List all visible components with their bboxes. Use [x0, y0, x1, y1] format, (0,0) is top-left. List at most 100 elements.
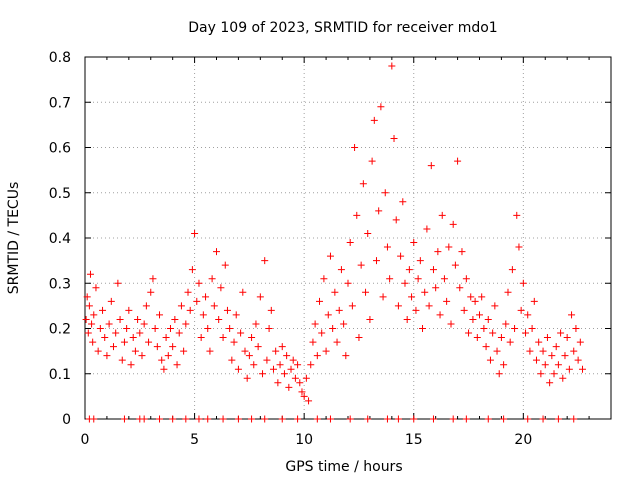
data-point-0-104 [302, 374, 310, 382]
data-point-0-10 [96, 325, 104, 332]
data-point-0-165 [436, 311, 444, 319]
data-point-0-172 [451, 261, 459, 269]
data-point-0-76 [241, 347, 249, 355]
data-point-0-120 [337, 266, 345, 274]
y-tick-label-4: 0.4 [49, 231, 71, 247]
data-point-0-11 [99, 306, 107, 314]
data-point-0-0 [82, 315, 90, 323]
data-point-0-110 [316, 297, 324, 305]
data-point-0-193 [497, 334, 505, 342]
data-point-0-206 [526, 347, 534, 355]
data-point-1-27 [500, 415, 508, 423]
data-point-0-97 [287, 365, 295, 373]
data-point-1-16 [313, 415, 321, 423]
data-point-0-219 [554, 361, 562, 369]
data-point-0-44 [171, 315, 179, 323]
data-point-0-43 [169, 343, 177, 351]
data-point-0-78 [245, 352, 253, 360]
data-point-0-90 [272, 347, 280, 355]
data-point-0-148 [399, 198, 407, 206]
data-point-0-22 [123, 325, 131, 332]
data-point-0-132 [364, 229, 372, 237]
data-point-0-60 [206, 347, 214, 355]
data-point-0-45 [173, 361, 181, 369]
data-point-1-21 [394, 415, 402, 423]
data-point-0-204 [522, 329, 530, 337]
data-point-0-151 [405, 266, 413, 274]
y-tick-label-3: 0.3 [49, 276, 71, 292]
data-point-0-221 [559, 374, 567, 382]
data-point-0-202 [517, 306, 525, 314]
data-point-0-230 [579, 365, 587, 373]
data-point-0-82 [254, 343, 262, 351]
data-point-0-226 [570, 347, 578, 355]
data-point-0-53 [191, 229, 199, 237]
data-point-0-135 [370, 116, 378, 124]
data-point-0-84 [259, 370, 267, 378]
data-point-0-101 [296, 379, 304, 387]
data-point-1-30 [554, 415, 562, 423]
x-tick-label-2: 10 [295, 432, 313, 448]
data-point-0-18 [114, 279, 122, 287]
data-point-0-190 [491, 302, 499, 310]
data-point-0-3 [85, 302, 93, 310]
data-point-1-18 [346, 415, 354, 423]
data-point-1-1 [90, 415, 98, 423]
data-point-0-203 [519, 279, 527, 287]
data-point-0-127 [353, 211, 361, 219]
data-point-0-16 [109, 343, 117, 351]
data-point-0-79 [248, 334, 256, 342]
data-point-0-225 [568, 311, 576, 319]
data-point-0-17 [112, 329, 120, 337]
data-point-0-170 [447, 320, 455, 328]
data-point-1-26 [484, 415, 492, 423]
data-point-0-69 [226, 325, 234, 332]
data-point-0-181 [471, 297, 479, 305]
data-point-0-102 [298, 388, 306, 396]
data-point-0-209 [532, 356, 540, 364]
data-point-0-6 [89, 338, 97, 346]
data-point-0-128 [355, 334, 363, 342]
data-points [82, 62, 587, 423]
data-point-0-4 [86, 270, 94, 278]
data-point-0-94 [280, 370, 288, 378]
x-tick-labels: 0 5 10 15 20 [81, 432, 533, 448]
data-point-0-195 [502, 320, 510, 328]
data-point-0-23 [125, 306, 133, 314]
data-point-0-91 [274, 379, 282, 387]
data-point-0-129 [357, 261, 365, 269]
data-point-0-174 [456, 284, 464, 292]
data-point-0-131 [362, 288, 370, 296]
data-point-0-14 [105, 320, 113, 328]
data-point-0-24 [127, 361, 135, 369]
data-point-0-168 [443, 297, 451, 305]
data-point-0-74 [237, 329, 245, 337]
data-point-0-192 [495, 370, 503, 378]
data-point-0-28 [136, 329, 144, 337]
data-point-0-99 [291, 374, 299, 382]
data-point-0-56 [197, 334, 205, 342]
data-point-0-213 [541, 361, 549, 369]
data-point-0-145 [392, 216, 400, 224]
data-point-0-163 [432, 284, 440, 292]
data-point-0-183 [476, 311, 483, 319]
data-point-0-164 [434, 248, 442, 256]
data-point-0-218 [552, 343, 560, 351]
data-point-1-23 [429, 415, 437, 423]
data-point-0-58 [202, 293, 210, 301]
data-point-0-171 [449, 220, 457, 228]
data-point-0-7 [90, 311, 98, 319]
data-point-0-103 [300, 392, 308, 400]
data-point-0-51 [186, 306, 194, 314]
data-point-0-211 [537, 370, 545, 378]
y-axis-label: SRMTID / TECUs [6, 182, 22, 295]
data-point-0-25 [129, 334, 137, 342]
data-point-1-24 [449, 415, 457, 423]
data-point-0-149 [401, 279, 409, 287]
data-point-0-216 [548, 352, 556, 360]
data-point-1-19 [364, 415, 372, 423]
data-point-0-207 [528, 325, 536, 332]
y-tick-label-5: 0.5 [49, 186, 71, 202]
data-point-0-67 [221, 261, 229, 269]
data-point-0-114 [324, 311, 332, 319]
